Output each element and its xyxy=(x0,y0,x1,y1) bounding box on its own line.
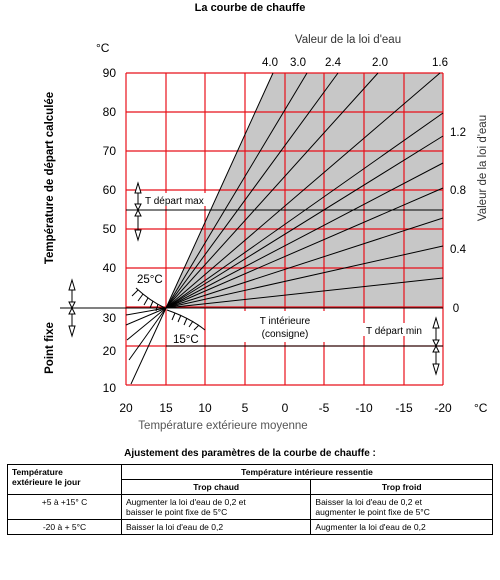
row2-range: -20 à + 5°C xyxy=(7,519,122,535)
table-row: -20 à + 5°C Baisser la loi d'eau de 0,2 … xyxy=(7,519,493,535)
x-tick-0: 0 xyxy=(282,401,289,415)
page-title: La courbe de chauffe xyxy=(194,2,306,14)
curve-lines xyxy=(125,72,444,385)
curve-1-6 xyxy=(165,72,441,309)
col-header-too-cold: Trop froid xyxy=(310,479,493,495)
right-axis-title: Valeur de la loi d'eau xyxy=(477,115,489,221)
top-axis-title: Valeur de la loi d'eau xyxy=(295,34,401,46)
curve-4-0 xyxy=(165,72,274,309)
x-tick-minus20: -20 xyxy=(434,401,452,415)
col-header-outdoor-temp-line1: Température xyxy=(12,467,63,477)
x-tick-10: 10 xyxy=(198,401,212,415)
curve-2-4 xyxy=(165,72,339,309)
right-value-0: 0 xyxy=(453,303,459,315)
top-value-4-0: 4.0 xyxy=(262,57,278,69)
x-tick-15: 15 xyxy=(159,401,173,415)
row1-too-hot: Augmenter la loi d'eau de 0,2 et baisser… xyxy=(120,494,312,520)
arrow-point-fixe xyxy=(68,278,76,338)
adjustment-subtitle: Ajustement des paramètres de la courbe d… xyxy=(124,448,376,459)
y-tick-60: 60 xyxy=(103,183,117,197)
curve-3-0 xyxy=(165,72,308,309)
row2-too-hot: Baisser la loi d'eau de 0,2 xyxy=(120,519,312,535)
row1-too-cold: Baisser la loi d'eau de 0,2 et augmenter… xyxy=(310,494,493,520)
y-tick-90: 90 xyxy=(103,66,117,80)
curve-2-0 xyxy=(165,72,379,309)
heating-curve-diagram: °C 90 80 70 60 50 40 30 20 10 20 15 10 5… xyxy=(44,34,489,432)
t-interieure-label: T intérieure xyxy=(260,316,311,327)
curve-0-8 xyxy=(165,187,444,309)
col-header-too-hot: Trop chaud xyxy=(120,479,312,495)
label-15c: 15°C xyxy=(173,334,199,346)
y-tick-20: 20 xyxy=(103,344,117,358)
adjustment-table: Température extérieure le jour Températu… xyxy=(7,464,493,535)
arrow-t-depart-min xyxy=(432,316,440,376)
curve-0-6 xyxy=(165,217,444,309)
top-value-2-4: 2.4 xyxy=(325,57,342,69)
x-tick-minus5: -5 xyxy=(319,401,330,415)
x-axis-label: Température extérieure moyenne xyxy=(138,420,307,432)
t-depart-max-label: T départ max xyxy=(145,196,204,207)
curve-1-2 xyxy=(165,135,444,309)
t-interieure-consigne-label: (consigne) xyxy=(262,329,309,340)
right-value-0-4: 0.4 xyxy=(450,244,467,256)
y-unit-label: °C xyxy=(96,41,110,55)
x-tick-minus15: -15 xyxy=(395,401,413,415)
curve-1-0 xyxy=(165,162,444,309)
y-tick-80: 80 xyxy=(103,105,117,119)
x-tick-labels: 20 15 10 5 0 -5 -10 -15 -20 xyxy=(119,401,452,415)
col-header-outdoor-temp-line2: extérieure le jour xyxy=(12,477,81,487)
x-unit-label: °C xyxy=(474,401,488,415)
x-tick-20: 20 xyxy=(119,401,133,415)
col-header-outdoor-temp: Température extérieure le jour xyxy=(7,464,122,495)
y-tick-70: 70 xyxy=(103,144,117,158)
y-tick-50: 50 xyxy=(103,222,117,236)
top-value-1-6: 1.6 xyxy=(432,57,448,69)
y-tick-10: 10 xyxy=(103,381,117,395)
row1-too-cold-line2: augmenter le point fixe de 5°C xyxy=(315,507,430,517)
curve-0-2 xyxy=(165,277,444,309)
top-value-3-0: 3.0 xyxy=(290,57,306,69)
curve-0-4 xyxy=(165,245,444,309)
y-tick-30: 30 xyxy=(103,311,117,325)
row2-too-cold: Augmenter la loi d'eau de 0,2 xyxy=(310,519,493,535)
table-header-row: Température extérieure le jour Températu… xyxy=(7,464,493,495)
right-value-1-2: 1.2 xyxy=(450,127,466,139)
row1-range: +5 à +15° C xyxy=(7,494,122,520)
label-25c: 25°C xyxy=(137,274,163,286)
table-row: +5 à +15° C Augmenter la loi d'eau de 0,… xyxy=(7,494,493,520)
y-axis-label: Température de départ calculée xyxy=(44,92,56,264)
point-fixe-label: Point fixe xyxy=(44,322,56,374)
grid xyxy=(125,72,444,386)
y-tick-40: 40 xyxy=(103,261,117,275)
x-tick-5: 5 xyxy=(242,401,249,415)
y-tick-labels: 90 80 70 60 50 40 30 20 10 xyxy=(103,66,117,395)
adjust-arc-lower xyxy=(166,309,206,331)
adjust-arc-upper xyxy=(131,287,166,312)
top-value-2-0: 2.0 xyxy=(372,57,388,69)
row1-too-hot-line1: Augmenter la loi d'eau de 0,2 et xyxy=(126,497,246,507)
row1-too-cold-line1: Baisser la loi d'eau de 0,2 et xyxy=(315,497,422,507)
arrow-t-depart-max xyxy=(134,181,142,242)
x-tick-minus10: -10 xyxy=(355,401,373,415)
right-value-0-8: 0.8 xyxy=(450,185,466,197)
t-depart-min-label: T départ min xyxy=(366,326,422,337)
row1-too-hot-line2: baisser le point fixe de 5°C xyxy=(126,507,228,517)
col-header-felt-temp: Température intérieure ressentie xyxy=(121,464,493,480)
